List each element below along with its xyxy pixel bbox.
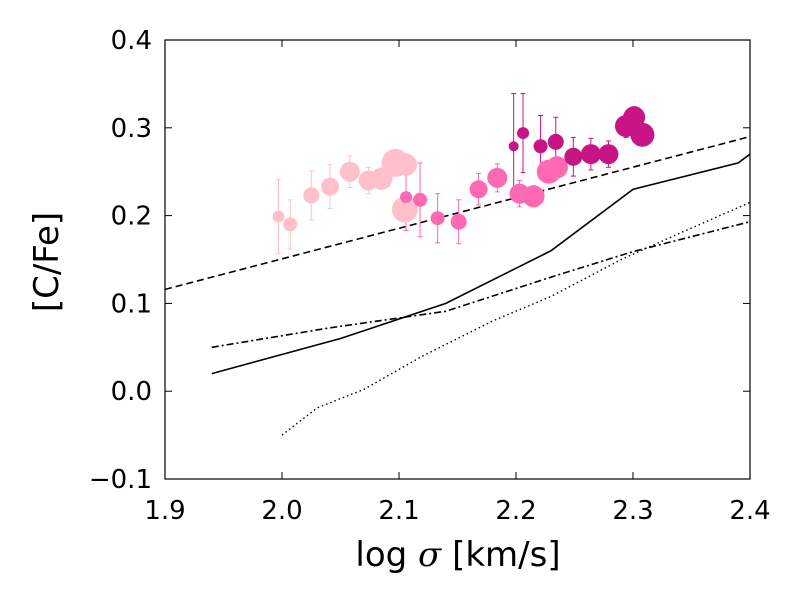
axis-ticks [164,39,751,480]
data-point [272,210,285,223]
model-lines [165,135,750,436]
data-point [580,144,601,165]
data-point [469,180,488,199]
y-tick-label: 0.0 [111,377,152,407]
data-point [339,161,360,182]
data-point [303,187,320,204]
line-dotted [281,201,750,436]
data-point [320,177,339,196]
data-points [272,106,655,232]
x-tick-label: 2.0 [261,496,302,526]
line-dashed [165,135,750,291]
data-point [413,192,428,207]
line-dashdot [211,220,750,349]
data-point [450,213,467,230]
data-point [391,196,418,223]
data-point [630,122,655,147]
x-tick-label: 1.9 [144,496,185,526]
data-point [487,167,508,188]
y-tick-label: 0.2 [111,202,152,232]
data-point [508,141,519,152]
data-point [400,191,413,204]
line-solid [211,153,750,375]
data-point [395,153,418,176]
data-point [545,156,568,179]
plot-frame [164,39,751,480]
x-tick-label: 2.2 [495,496,536,526]
y-tick-label: 0.3 [111,114,152,144]
data-point [517,127,530,140]
tick-labels: 1.9 2.0 2.1 2.2 2.3 2.4 −0.1 0.0 0.1 0.2 0.3 0.4 [89,26,771,526]
data-point [430,211,445,226]
y-tick-label: −0.1 [89,465,152,495]
data-point [533,139,548,154]
data-point [564,147,583,166]
x-tick-label: 2.1 [378,496,419,526]
x-axis-label: log σ [km/s] [355,535,560,575]
y-tick-label: 0.1 [111,289,152,319]
data-point [547,133,564,150]
data-point [598,144,619,165]
data-point [623,106,646,129]
data-point [283,217,298,232]
x-tick-label: 2.4 [729,496,770,526]
data-point [522,185,545,208]
y-axis-label: [C/Fe] [27,212,67,312]
x-tick-label: 2.3 [612,496,653,526]
y-tick-label: 0.4 [111,26,152,56]
